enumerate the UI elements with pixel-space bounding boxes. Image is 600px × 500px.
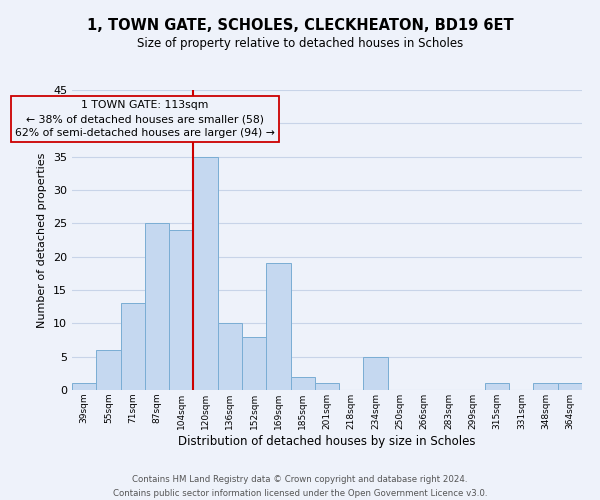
Bar — [315, 384, 339, 390]
Text: 1 TOWN GATE: 113sqm
← 38% of detached houses are smaller (58)
62% of semi-detach: 1 TOWN GATE: 113sqm ← 38% of detached ho… — [15, 100, 275, 138]
Bar — [193, 156, 218, 390]
Text: Contains HM Land Registry data © Crown copyright and database right 2024.
Contai: Contains HM Land Registry data © Crown c… — [113, 476, 487, 498]
Bar — [121, 304, 145, 390]
Bar — [266, 264, 290, 390]
Bar — [145, 224, 169, 390]
Bar — [533, 384, 558, 390]
Bar — [218, 324, 242, 390]
Text: 1, TOWN GATE, SCHOLES, CLECKHEATON, BD19 6ET: 1, TOWN GATE, SCHOLES, CLECKHEATON, BD19… — [86, 18, 514, 32]
Bar — [242, 336, 266, 390]
Bar — [364, 356, 388, 390]
Bar — [485, 384, 509, 390]
Bar — [290, 376, 315, 390]
Text: Size of property relative to detached houses in Scholes: Size of property relative to detached ho… — [137, 38, 463, 51]
Bar — [96, 350, 121, 390]
Bar — [558, 384, 582, 390]
X-axis label: Distribution of detached houses by size in Scholes: Distribution of detached houses by size … — [178, 434, 476, 448]
Y-axis label: Number of detached properties: Number of detached properties — [37, 152, 47, 328]
Bar — [72, 384, 96, 390]
Bar — [169, 230, 193, 390]
